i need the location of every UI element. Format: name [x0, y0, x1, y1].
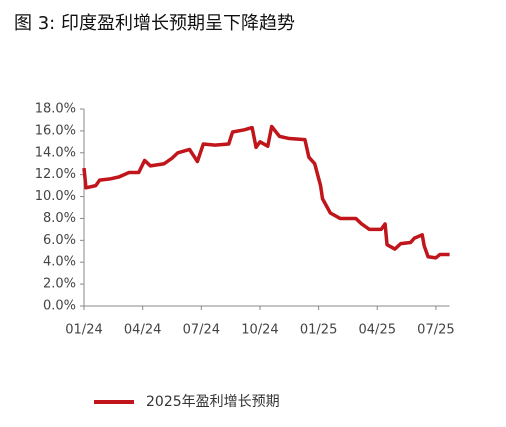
y-tick-label: 6.0%: [43, 233, 76, 248]
y-tick-label: 2.0%: [43, 277, 76, 292]
x-tick-label: 04/24: [124, 323, 161, 338]
x-tick-label: 10/24: [241, 323, 278, 338]
y-tick-label: 0.0%: [43, 299, 76, 314]
y-tick-label: 14.0%: [35, 145, 76, 160]
y-tick-label: 10.0%: [35, 189, 76, 204]
x-tick-label: 04/25: [359, 323, 396, 338]
x-tick-label: 07/25: [417, 323, 454, 338]
x-tick-label: 07/24: [183, 323, 220, 338]
chart-title: 图 3: 印度盈利增长预期呈下降趋势: [14, 13, 295, 34]
y-tick-label: 12.0%: [35, 167, 76, 182]
x-tick-label: 01/24: [65, 323, 102, 338]
x-tick-label: 01/25: [300, 323, 337, 338]
line: [82, 124, 450, 260]
legend-label: 2025年盈利增长预期: [146, 394, 280, 410]
y-tick-label: 4.0%: [43, 255, 76, 270]
y-tick-label: 8.0%: [43, 211, 76, 226]
y-tick-label: 18.0%: [35, 102, 76, 117]
y-tick-label: 16.0%: [35, 123, 76, 138]
